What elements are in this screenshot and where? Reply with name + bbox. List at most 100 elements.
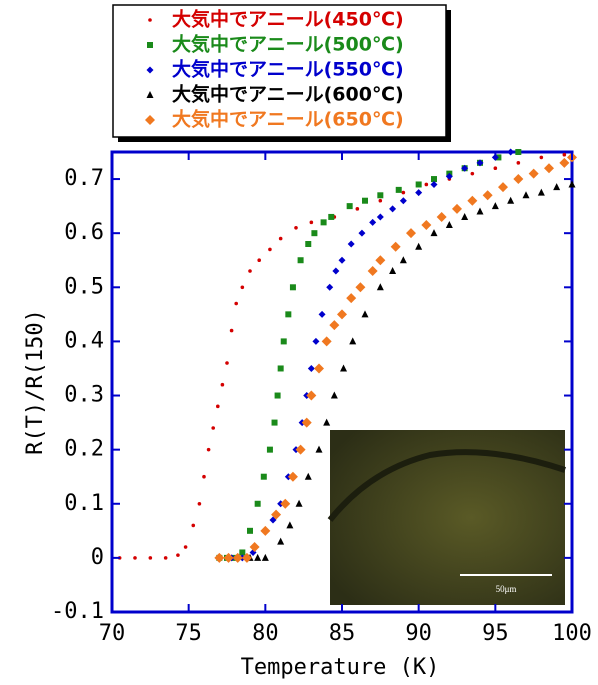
legend-marker [147,42,153,48]
point [430,180,438,188]
legend-marker [145,115,155,125]
y-tick-label: 0.1 [64,491,104,516]
point [311,230,318,237]
point [271,419,278,426]
point [347,240,355,248]
point [470,171,475,176]
point [430,229,438,237]
point [346,293,357,304]
point [491,202,499,210]
point [305,241,312,247]
legend-label: 大気中でアニール(500℃) [172,33,404,56]
point [247,527,253,534]
point [234,301,238,306]
point [482,190,493,201]
point [229,328,234,333]
point [191,523,196,528]
point [286,521,294,529]
point [295,444,306,455]
x-tick-label: 75 [175,621,202,646]
point [274,392,281,399]
point [261,553,269,561]
point [513,174,524,185]
x-tick-label: 100 [552,621,592,646]
point [277,365,284,372]
point [467,195,478,206]
point [314,363,324,374]
point [537,188,545,196]
point [421,220,432,231]
point [445,221,453,229]
point [249,548,257,556]
point [148,556,153,560]
point [197,501,202,506]
point [376,283,384,291]
point [260,473,267,480]
point [216,404,220,409]
point [206,447,211,452]
x-tick-label: 90 [405,621,432,646]
point [355,207,360,211]
inset-image: 50μm [327,430,566,605]
legend-label: 大気中でアニール(550℃) [172,58,404,81]
point [285,311,292,318]
point [254,553,262,561]
point [399,197,407,205]
point [330,391,338,399]
point [553,183,561,191]
point [338,256,346,264]
point [332,267,340,275]
point [461,212,469,220]
point [176,553,180,557]
point [355,282,366,293]
point [315,445,323,453]
point [346,203,353,210]
y-axis-label: R(T)/R(150) [23,309,48,455]
point [424,182,429,187]
point [493,166,498,171]
x-tick-label: 70 [99,621,126,646]
y-tick-label: 0.4 [64,328,104,353]
point [163,556,168,560]
point [507,148,515,156]
point [476,207,484,215]
point [220,382,225,387]
point [294,225,298,230]
point [268,247,272,252]
point [406,228,416,239]
point [415,242,423,250]
plot-area [117,148,577,563]
point [395,186,402,193]
point [239,549,246,556]
point [318,310,326,318]
point [390,241,401,252]
point [389,267,397,275]
point [516,161,521,165]
y-tick-label: -0.1 [51,599,104,624]
point [445,172,453,180]
point [280,338,287,345]
point [214,552,225,563]
point [528,168,539,179]
point [304,472,312,480]
x-axis-label: Temperature (K) [241,655,440,680]
point [431,176,437,183]
y-tick-label: 0.3 [64,383,104,408]
point [436,211,447,222]
point [377,192,384,199]
legend-label: 大気中でアニール(600℃) [172,83,404,106]
point [289,284,296,291]
legend-marker [146,91,154,98]
point [568,180,576,188]
x-tick-label: 85 [329,621,356,646]
point [257,258,262,263]
point [415,189,423,197]
legend-label: 大気中でアニール(450℃) [172,8,404,31]
point [287,471,298,482]
legend-box [112,4,447,138]
point [544,163,554,174]
legend-marker [148,18,152,22]
point [320,219,327,226]
point [369,218,377,226]
